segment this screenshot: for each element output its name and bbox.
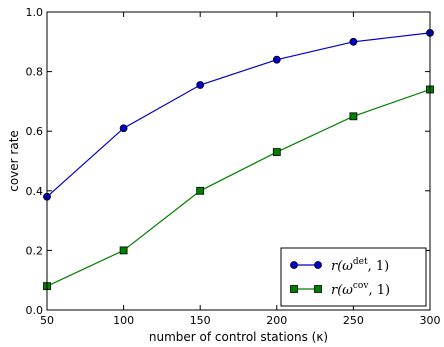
- legend-marker: [314, 261, 322, 269]
- plot-frame: [46, 11, 431, 311]
- y-tick-label: 0.8: [26, 66, 44, 79]
- data-point: [349, 37, 358, 46]
- series-1: [43, 28, 434, 201]
- x-tick-label: 100: [113, 314, 134, 327]
- x-axis-label: number of control stations (κ): [149, 330, 328, 344]
- series-line: [46, 88, 431, 287]
- legend-marker: [314, 285, 322, 293]
- y-tick-label: 0.0: [26, 304, 44, 317]
- y-tick-label: 0.6: [26, 125, 44, 138]
- y-tick-label: 1.0: [26, 6, 44, 19]
- legend-box: [280, 247, 427, 307]
- legend-label: r(ωcov, 1): [331, 281, 390, 298]
- x-tick-label: 250: [343, 314, 364, 327]
- legend-marker: [290, 285, 298, 293]
- x-tick-label: 150: [190, 314, 211, 327]
- y-axis-label: cover rate: [7, 130, 21, 192]
- legend: r(ωdet, 1) r(ωcov, 1): [280, 247, 427, 307]
- data-point: [272, 148, 281, 156]
- data-point: [196, 81, 205, 89]
- data-point: [272, 55, 281, 64]
- series-line: [46, 32, 431, 198]
- data-point: [119, 124, 128, 133]
- x-tick-label: 200: [266, 314, 287, 327]
- legend-marker: [290, 261, 298, 269]
- legend-item: r(ωdet, 1): [290, 257, 389, 274]
- data-point: [349, 112, 358, 121]
- legend-item: r(ωcov, 1): [290, 281, 390, 298]
- legend-label: r(ωdet, 1): [331, 257, 389, 274]
- data-point: [196, 186, 205, 195]
- y-tick-label: 0.4: [26, 185, 44, 198]
- x-tick-label: 300: [420, 314, 441, 327]
- x-tick-label: 50: [40, 314, 54, 327]
- y-tick-label: 0.2: [26, 244, 44, 257]
- data-point: [119, 246, 128, 255]
